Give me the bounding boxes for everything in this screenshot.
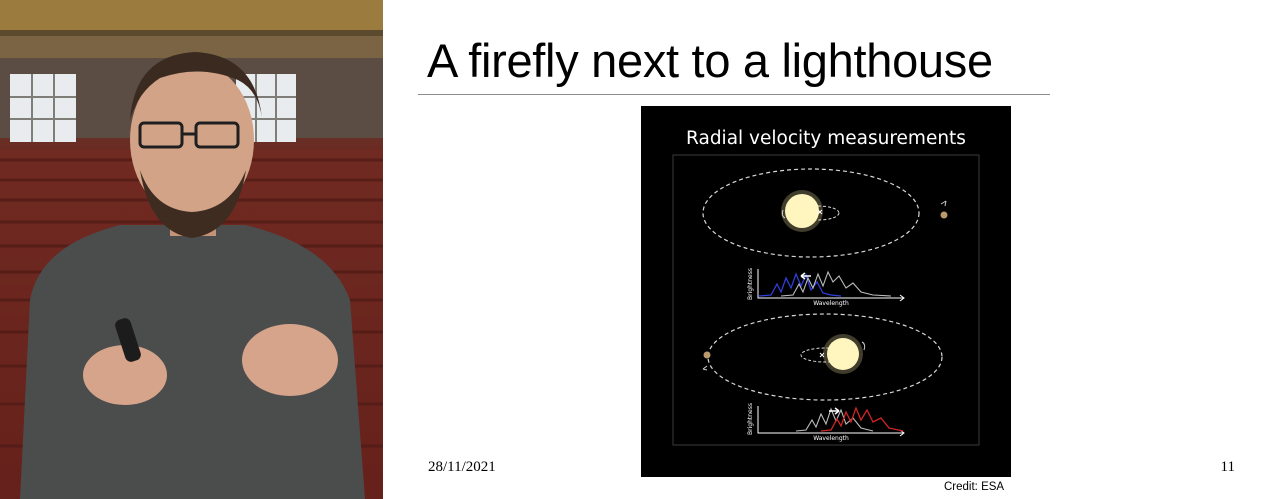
hall-window-left (10, 74, 76, 142)
ylabel-top: Brightness (747, 268, 754, 300)
orbit-arrow-bottom-icon (702, 365, 708, 371)
clicker-remote (115, 318, 141, 362)
planet-top (940, 211, 948, 219)
slide: A firefly next to a lighthouse Br (383, 0, 1273, 499)
blueshift-spectrum-line (758, 272, 842, 297)
spectrum-panel-top: Brightness Wavelength (747, 268, 905, 307)
ylabel-bottom: Brightness (747, 403, 754, 435)
wobble-arrow-top-icon (781, 209, 786, 219)
reference-spectrum-top (780, 270, 892, 297)
redshift-spectrum-line (820, 406, 904, 432)
center-of-mass-bottom (819, 352, 825, 358)
spectrum-axes-bottom (757, 406, 903, 434)
center-of-mass-top (817, 209, 823, 215)
radial-velocity-figure: Brightness Wavelength Brightness Wav (641, 106, 1011, 477)
presenter (20, 52, 365, 499)
slide-number: 11 (1220, 459, 1235, 475)
slide-title: A firefly next to a lighthouse (427, 34, 993, 87)
star-top (785, 194, 819, 228)
wobble-arrow-bottom-icon (861, 341, 866, 351)
slide-date: 28/11/2021 (428, 459, 496, 475)
planet-bottom (703, 351, 711, 359)
orbit-arrow-top-icon (940, 200, 947, 207)
radial-velocity-diagram: Brightness Wavelength Brightness Wav (672, 154, 980, 446)
spectrum-panel-bottom: Brightness Wavelength (747, 403, 905, 442)
ceiling-ornament (0, 0, 383, 34)
figure-title: Radial velocity measurements (686, 128, 966, 149)
presenter-video (0, 0, 383, 499)
star-bottom (827, 338, 859, 370)
xlabel-bottom: Wavelength (813, 435, 849, 442)
image-credit: Credit: ESA (944, 481, 1005, 493)
figure-frame (672, 154, 980, 446)
lecture-hall-scene (0, 0, 383, 499)
xlabel-top: Wavelength (813, 300, 849, 307)
planet-orbit-bottom (707, 313, 943, 401)
title-divider (418, 94, 1050, 95)
spectrum-axes-top (757, 269, 903, 299)
planet-orbit-top (702, 168, 920, 258)
